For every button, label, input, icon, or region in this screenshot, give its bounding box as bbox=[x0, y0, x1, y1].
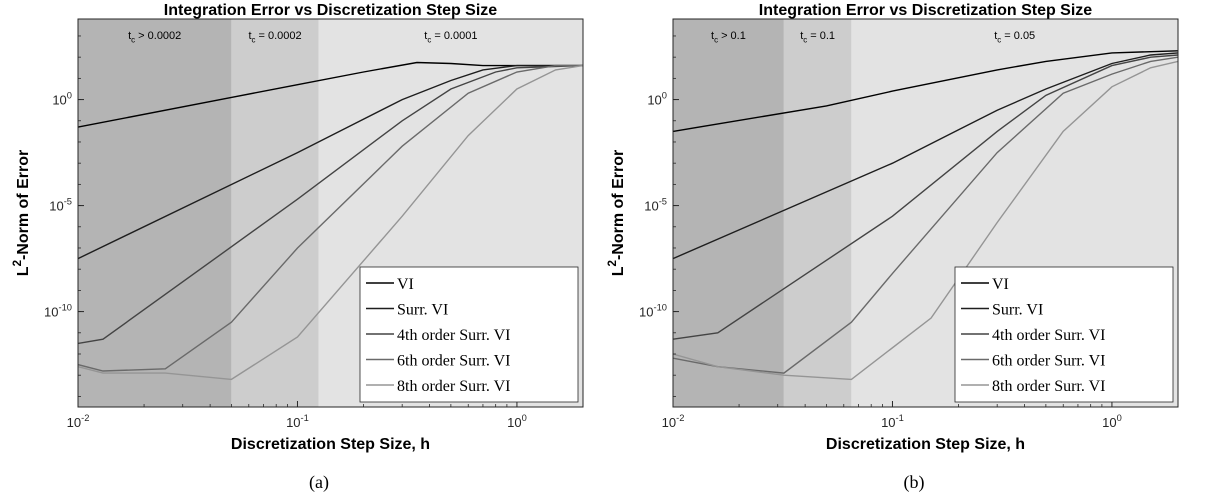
series-line-4 bbox=[673, 56, 1178, 374]
legend-box bbox=[954, 266, 1174, 403]
x-tick-label: 100 bbox=[507, 413, 527, 430]
region-2-shade bbox=[231, 19, 319, 407]
y-tick-label: 10-5 bbox=[644, 197, 667, 214]
x-tick-label: 100 bbox=[1102, 413, 1122, 430]
region-1-label: tc > 0.0002 bbox=[128, 30, 181, 44]
y-tick-label: 100 bbox=[52, 91, 72, 108]
series-line-1 bbox=[78, 61, 583, 128]
legend-label: VI bbox=[397, 276, 414, 293]
legend: VI Surr. VI 4th order Surr. VI 6th order Su… bbox=[954, 266, 1174, 403]
region-2-label: tc = 0.1 bbox=[800, 30, 835, 44]
region-3-label: tc = 0.0001 bbox=[424, 30, 477, 44]
x-tick-label: 10-1 bbox=[881, 413, 904, 430]
x-axis-label: Discretization Step Size, h bbox=[826, 436, 1025, 453]
series-line-5 bbox=[78, 64, 583, 381]
y-tick-label: 10-5 bbox=[49, 197, 72, 214]
legend-label: 4th order Surr. VI bbox=[992, 327, 1105, 344]
region-1-shade bbox=[673, 19, 784, 407]
region-1-label: tc > 0.1 bbox=[711, 30, 746, 44]
region-2-shade bbox=[783, 19, 852, 407]
caption-b: (b) bbox=[903, 472, 925, 492]
caption-a: (a) bbox=[309, 472, 329, 492]
chart-title: Integration Error vs Discretization Step… bbox=[759, 2, 1093, 19]
legend-label: 4th order Surr. VI bbox=[397, 327, 510, 344]
region-3-label: tc = 0.05 bbox=[994, 30, 1035, 44]
y-tick-label: 10-10 bbox=[44, 303, 72, 320]
chart-a: tc > 0.0002 tc = 0.0002 tc = 0.0001 10-2 10-… bbox=[12, 2, 584, 453]
series-line-2 bbox=[78, 64, 583, 260]
series-line-1 bbox=[673, 50, 1178, 133]
x-axis-label: Discretization Step Size, h bbox=[231, 436, 430, 453]
legend-label: 6th order Surr. VI bbox=[397, 353, 510, 370]
series-line-2 bbox=[673, 52, 1178, 260]
axes-frame bbox=[672, 18, 1179, 408]
legend-label: VI bbox=[992, 276, 1009, 293]
series-line-4 bbox=[78, 64, 583, 372]
legend-label: 6th order Surr. VI bbox=[992, 353, 1105, 370]
series-line-3 bbox=[673, 54, 1178, 340]
y-tick-label: 100 bbox=[647, 91, 667, 108]
x-tick-label: 10-1 bbox=[286, 413, 309, 430]
legend-label: 8th order Surr. VI bbox=[397, 378, 510, 395]
series-line-3 bbox=[78, 64, 583, 345]
y-axis-label: L2-Norm of Error bbox=[12, 150, 32, 276]
y-axis-label: L2-Norm of Error bbox=[607, 150, 627, 276]
region-2-label: tc = 0.0002 bbox=[248, 30, 301, 44]
region-1-shade bbox=[78, 19, 232, 407]
x-tick-label: 10-2 bbox=[67, 413, 90, 430]
legend: VI Surr. VI 4th order Surr. VI 6th order Su… bbox=[359, 266, 579, 403]
legend-box bbox=[359, 266, 579, 403]
chart-b: tc > 0.1 tc = 0.1 tc = 0.05 10-2 10-1 100 100 1… bbox=[607, 2, 1179, 453]
series-lines bbox=[78, 61, 583, 381]
legend-label: Surr. VI bbox=[992, 302, 1043, 319]
axes-frame bbox=[77, 18, 584, 408]
legend-label: 8th order Surr. VI bbox=[992, 378, 1105, 395]
y-tick-label: 10-10 bbox=[639, 303, 667, 320]
chart-title: Integration Error vs Discretization Step… bbox=[164, 2, 498, 19]
x-tick-label: 10-2 bbox=[662, 413, 685, 430]
legend-label: Surr. VI bbox=[397, 302, 448, 319]
